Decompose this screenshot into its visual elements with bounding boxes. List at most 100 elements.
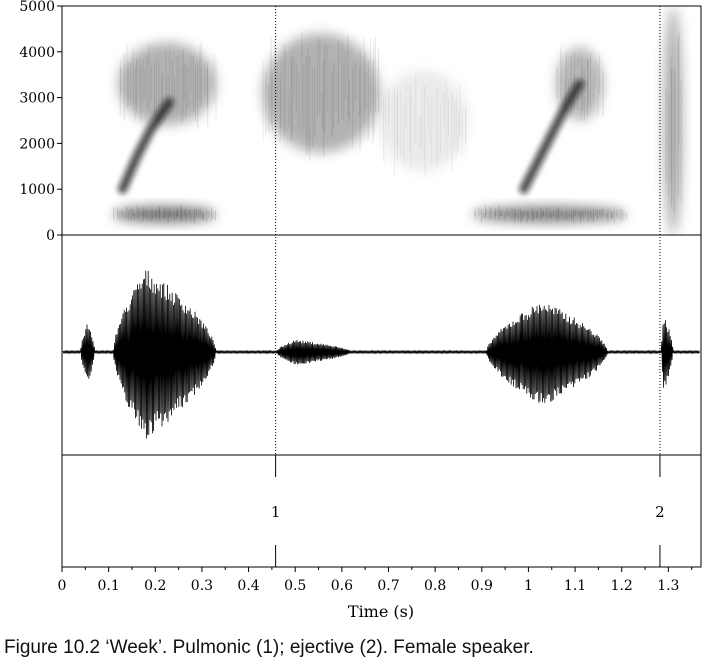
energy-striation — [619, 208, 621, 220]
energy-striation — [133, 212, 135, 221]
energy-striation — [427, 96, 429, 131]
energy-striation — [405, 84, 407, 129]
energy-striation — [590, 210, 592, 220]
energy-striation — [113, 206, 115, 221]
energy-striation — [485, 205, 486, 219]
energy-striation — [301, 32, 303, 131]
energy-striation — [370, 38, 371, 113]
energy-striation — [359, 48, 361, 150]
energy-striation — [207, 61, 209, 127]
energy-striation — [602, 209, 604, 215]
energy-striation — [169, 43, 171, 116]
energy-striation — [556, 67, 558, 99]
energy-striation — [154, 63, 156, 117]
energy-striation — [671, 68, 673, 207]
energy-striation — [570, 55, 572, 118]
energy-striation — [535, 211, 537, 219]
energy-striation — [143, 207, 145, 222]
energy-striation — [568, 213, 570, 220]
energy-striation — [146, 53, 148, 110]
energy-striation — [451, 93, 453, 173]
energy-striation — [128, 209, 130, 221]
energy-striation — [670, 57, 672, 183]
energy-striation — [526, 210, 528, 223]
energy-striation — [437, 98, 438, 165]
energy-striation — [440, 102, 441, 155]
energy-striation — [156, 54, 157, 123]
energy-striation — [319, 38, 321, 115]
energy-striation — [161, 72, 163, 113]
time-axis: 0 0.1 0.2 0.3 0.4 0.5 0.6 0.7 0.8 0.9 1 1.1 1.2 1.3 — [58, 567, 693, 594]
energy-striation — [265, 70, 267, 135]
energy-striation — [344, 50, 346, 101]
energy-striation — [582, 210, 584, 219]
x-tick-label: 1.3 — [657, 578, 679, 594]
energy-striation — [150, 211, 152, 221]
energy-striation — [424, 86, 426, 175]
energy-striation — [626, 212, 628, 220]
energy-striation — [211, 207, 213, 222]
energy-striation — [183, 209, 185, 217]
energy-striation — [134, 68, 136, 121]
energy-striation — [374, 37, 376, 114]
energy-striation — [170, 212, 172, 218]
x-tick-label: 0.9 — [471, 578, 493, 594]
energy-striation — [190, 210, 191, 222]
energy-striation — [436, 88, 438, 163]
energy-striation — [490, 207, 492, 219]
energy-striation — [293, 56, 295, 99]
x-tick-label: 0.3 — [191, 578, 213, 594]
energy-striation — [198, 208, 200, 218]
energy-striation — [678, 32, 680, 145]
energy-striation — [167, 74, 169, 109]
energy-striation — [335, 67, 337, 112]
marker-2-label: 2 — [655, 503, 665, 521]
energy-striation — [431, 97, 432, 165]
energy-striation — [298, 74, 300, 128]
energy-striation — [445, 75, 447, 143]
energy-striation — [130, 62, 131, 106]
y-tick-label: 3000 — [19, 91, 55, 107]
energy-striation — [595, 60, 597, 88]
energy-striation — [206, 209, 208, 223]
energy-striation — [478, 207, 480, 217]
energy-striation — [142, 60, 144, 103]
energy-striation — [138, 209, 140, 219]
energy-striation — [537, 211, 539, 219]
energy-striation — [268, 84, 270, 132]
energy-striation — [447, 87, 448, 162]
energy-striation — [613, 209, 615, 223]
energy-striation — [130, 207, 132, 221]
energy-striation — [558, 207, 560, 219]
energy-striation — [549, 207, 551, 219]
energy-striation — [212, 212, 214, 219]
energy-striation — [187, 66, 189, 107]
energy-striation — [200, 41, 202, 108]
energy-striation — [185, 64, 187, 118]
energy-striation — [117, 208, 119, 219]
energy-striation — [668, 93, 670, 197]
energy-striation — [533, 211, 534, 221]
energy-region-0 — [113, 206, 216, 223]
energy-striation — [144, 69, 146, 97]
energy-striation — [206, 67, 208, 107]
energy-striation — [329, 59, 331, 119]
energy-striation — [176, 210, 178, 218]
energy-striation — [571, 211, 572, 221]
energy-striation — [494, 210, 496, 220]
energy-striation — [480, 209, 482, 224]
x-tick-label: 0.1 — [98, 578, 120, 594]
energy-striation — [203, 212, 205, 221]
x-tick-label: 1 — [524, 578, 533, 594]
energy-striation — [309, 56, 311, 161]
energy-striation — [504, 212, 506, 222]
energy-striation — [485, 209, 487, 216]
energy-striation — [163, 211, 165, 219]
energy-striation — [338, 40, 339, 124]
energy-striation — [397, 93, 398, 146]
energy-striation — [595, 209, 597, 216]
energy-striation — [540, 207, 542, 220]
energy-striation — [148, 45, 150, 112]
energy-striation — [333, 61, 335, 130]
